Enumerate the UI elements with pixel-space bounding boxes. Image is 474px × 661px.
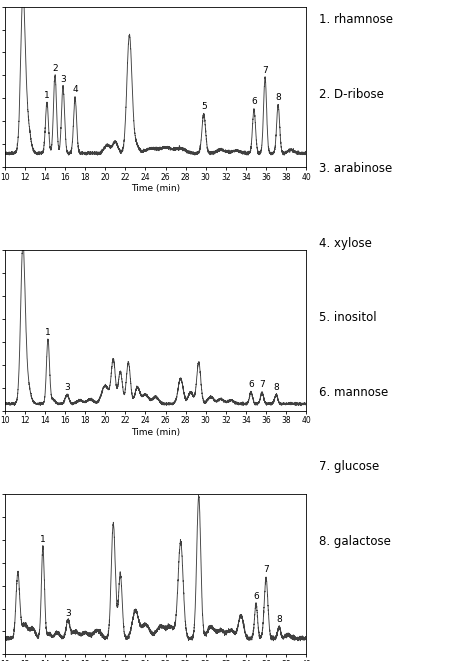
Text: 4. xylose: 4. xylose: [319, 237, 372, 250]
Text: 1. rhamnose: 1. rhamnose: [319, 13, 393, 26]
Text: 3: 3: [60, 75, 66, 85]
Text: 6. mannose: 6. mannose: [319, 385, 389, 399]
Text: 1: 1: [45, 328, 51, 336]
Text: 8. galactose: 8. galactose: [319, 535, 391, 547]
Text: 4: 4: [72, 85, 78, 95]
Text: 3. arabinose: 3. arabinose: [319, 162, 392, 175]
Text: 3: 3: [64, 383, 70, 393]
Text: 6: 6: [253, 592, 259, 601]
Text: 5. inositol: 5. inositol: [319, 311, 377, 324]
Text: 5: 5: [201, 102, 207, 110]
Text: 6: 6: [248, 380, 254, 389]
Text: 7: 7: [262, 66, 268, 75]
Text: 8: 8: [275, 93, 281, 102]
Text: 2: 2: [52, 64, 58, 73]
Text: 8: 8: [273, 383, 279, 391]
X-axis label: Time (min): Time (min): [131, 428, 180, 437]
Text: 3: 3: [65, 609, 71, 618]
Text: 7. glucose: 7. glucose: [319, 460, 380, 473]
Text: 8: 8: [276, 615, 282, 624]
Text: 7: 7: [259, 380, 265, 389]
Text: 6: 6: [251, 97, 257, 106]
X-axis label: Time (min): Time (min): [131, 184, 180, 193]
Text: 2. D-ribose: 2. D-ribose: [319, 87, 384, 100]
Text: 7: 7: [263, 565, 269, 574]
Text: 1: 1: [40, 535, 46, 544]
Text: 1: 1: [44, 91, 50, 100]
